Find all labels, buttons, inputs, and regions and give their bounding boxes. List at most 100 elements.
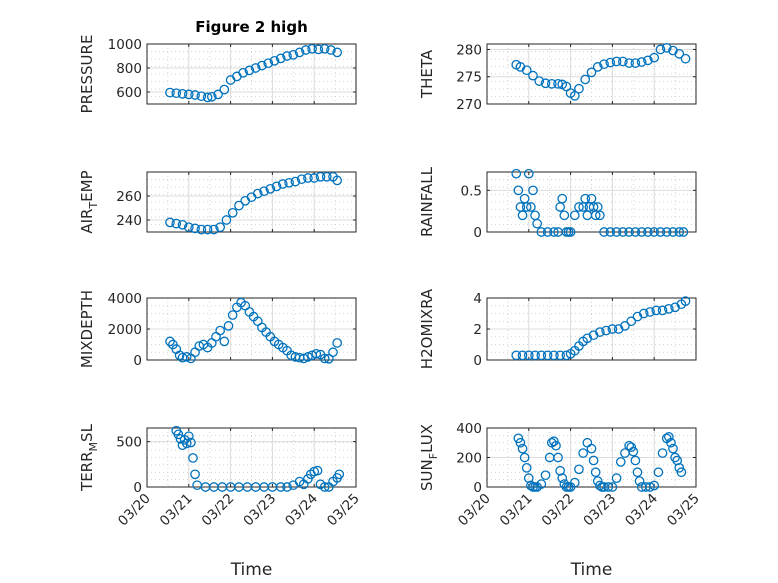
data-point <box>190 469 200 480</box>
data-point <box>259 186 269 197</box>
data-point <box>165 217 175 228</box>
data-point <box>676 467 687 478</box>
data-point <box>649 480 660 491</box>
data-point <box>183 222 194 233</box>
data-point <box>605 227 616 237</box>
data-point <box>542 227 553 237</box>
data-point <box>238 67 248 78</box>
data-point <box>590 467 601 478</box>
data-point <box>569 477 580 488</box>
data-point <box>319 482 330 492</box>
data-point <box>574 464 584 475</box>
y-tick-label: 800 <box>116 61 142 77</box>
data-point <box>655 44 666 55</box>
data-point <box>190 223 200 234</box>
data-point <box>303 352 313 362</box>
data-point <box>528 70 538 81</box>
x-tick-label: 03/21 <box>157 491 196 530</box>
data-point <box>580 74 591 85</box>
data-point <box>300 45 311 55</box>
y-tick-label: 270 <box>456 97 482 113</box>
data-point <box>617 56 628 67</box>
data-point <box>294 47 305 58</box>
y-axis-label: PRESSURE <box>78 35 96 114</box>
data-point <box>521 202 532 212</box>
data-point <box>680 53 691 64</box>
data-point <box>636 57 647 67</box>
data-point <box>513 433 524 444</box>
x-tick-label: 03/20 <box>455 491 494 530</box>
data-point <box>603 482 614 492</box>
panel-terr-msl: 0 500 TERRMSL 03/20 03/21 03/22 03/23 03/24 03/2… <box>78 423 363 580</box>
data-point <box>523 350 534 361</box>
data-point <box>555 202 566 212</box>
data-point <box>588 330 599 341</box>
data-point <box>561 350 572 361</box>
data-point <box>578 448 588 458</box>
data-point <box>190 90 200 100</box>
data-point <box>549 350 559 361</box>
data-point <box>546 78 557 89</box>
data-point <box>321 171 332 182</box>
axes-frame <box>146 171 357 233</box>
data-point <box>605 57 616 68</box>
data-point <box>628 446 639 457</box>
data-point <box>252 188 263 199</box>
data-point <box>275 53 286 64</box>
data-point <box>282 482 292 492</box>
data-point <box>526 480 536 491</box>
y-tick-label: 2 <box>473 322 482 338</box>
data-point <box>332 175 343 186</box>
data-point <box>638 308 649 319</box>
data-point <box>165 87 175 98</box>
data-point <box>213 89 223 100</box>
data-point <box>296 174 307 185</box>
y-tick-label: 400 <box>456 421 482 437</box>
data-point <box>332 338 343 348</box>
axes-frame <box>486 171 697 233</box>
data-point <box>645 307 655 317</box>
data-point <box>582 333 593 344</box>
data-point <box>674 48 685 59</box>
data-point <box>513 185 524 196</box>
panel-sun-flux: 0 200 400 SUNFLUX 03/20 03/21 03/22 03/23 03/24 0… <box>418 421 703 580</box>
y-tick-label: 0.5 <box>461 183 482 199</box>
data-point <box>282 51 292 61</box>
data-point <box>615 457 626 467</box>
data-point <box>196 91 207 102</box>
data-point <box>530 210 540 221</box>
axes-frame <box>146 43 357 105</box>
panel-mixdepth: 0 2000 4000 MIXDEPTH <box>78 290 357 369</box>
y-tick-label: 1000 <box>108 37 142 53</box>
data-point <box>271 181 282 192</box>
data-point <box>663 303 674 314</box>
data-point <box>557 473 568 483</box>
data-point <box>557 193 568 204</box>
data-point <box>521 462 532 473</box>
y-axis-label: RAINFALL <box>418 166 436 237</box>
data-point <box>668 227 678 237</box>
data-point <box>209 224 219 235</box>
data-point <box>332 47 343 58</box>
x-tick-label: 03/23 <box>580 491 619 530</box>
y-tick-label: 0 <box>473 480 482 496</box>
data-point <box>670 452 680 463</box>
x-tick-label: 03/24 <box>622 491 661 530</box>
data-point <box>595 327 605 337</box>
data-point <box>221 215 232 225</box>
x-tick-label: 03/25 <box>324 491 363 530</box>
y-tick-label: 280 <box>456 42 482 58</box>
data-point <box>269 55 280 66</box>
data-point <box>517 443 528 454</box>
data-point <box>569 90 580 101</box>
data-point <box>177 88 188 99</box>
data-point <box>307 43 317 54</box>
data-point <box>174 350 185 361</box>
data-point <box>240 195 251 206</box>
data-point <box>580 193 591 204</box>
data-point <box>555 350 566 361</box>
data-point <box>670 302 680 313</box>
y-tick-label: 200 <box>456 451 482 467</box>
y-tick-label: 2000 <box>108 322 142 338</box>
